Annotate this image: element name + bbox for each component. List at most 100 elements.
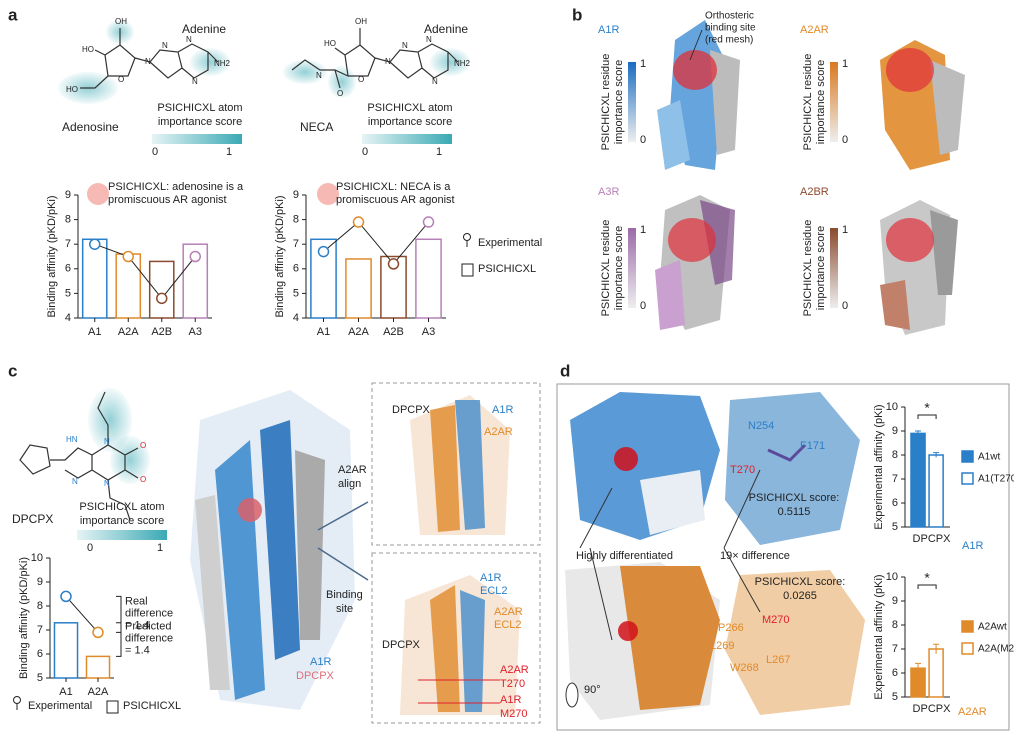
inset-label: ECL2 [494, 619, 522, 631]
legend-mark [106, 700, 119, 714]
legend-label: A2Awt [978, 622, 1007, 633]
residue-label: L267 [766, 654, 790, 666]
colorbar-tick: 1 [842, 58, 848, 70]
inset-label: A1R [500, 694, 521, 706]
experimental-point [156, 292, 168, 305]
score-value: 0.5115 [778, 506, 811, 518]
y-tick-label: 7 [65, 238, 71, 250]
bracket [116, 622, 122, 657]
colorbar-tick: 0 [87, 542, 93, 554]
colorbar [628, 62, 636, 142]
bar [85, 655, 111, 679]
arrow-label: A2AR [338, 464, 367, 476]
atom-label: O [140, 441, 146, 450]
y-tick-label: 8 [65, 214, 71, 226]
x-tick-label: A1 [88, 326, 101, 338]
residue-label: M270 [762, 614, 790, 626]
molecule-name: NECA [300, 120, 333, 134]
colorbar-tick: 1 [226, 146, 232, 158]
y-tick-label: 9 [892, 595, 898, 607]
atom-label: HO [324, 39, 336, 48]
annotation: = 1.4 [125, 619, 150, 631]
atom-label: NH2 [454, 59, 471, 68]
significance: * [924, 400, 930, 416]
atom-label: N [72, 477, 78, 486]
experimental-line [323, 221, 429, 265]
colorbar-label: importance score [613, 226, 625, 310]
colorbar-label: PSICHICXL residue [600, 54, 612, 151]
atom-label: O [140, 475, 146, 484]
y-tick-label: 6 [37, 648, 43, 660]
rotation-label: 90° [584, 684, 601, 696]
x-tick-label: A2B [151, 326, 172, 338]
colorbar-tick: 0 [842, 134, 848, 146]
inset-box [371, 382, 541, 546]
legend-mark [961, 472, 974, 485]
legend-mark [961, 450, 974, 463]
y-tick-label: 5 [293, 287, 299, 299]
colorbar-tick: 0 [640, 300, 646, 312]
residue-label: F171 [800, 440, 825, 452]
experimental-point [352, 216, 365, 228]
error-bar [933, 452, 940, 458]
annotation: = 1.4 [125, 645, 150, 657]
experimental-line [94, 243, 196, 300]
experimental-line [65, 596, 99, 633]
atom-label: O [118, 75, 124, 84]
colorbar-tick: 0 [640, 134, 646, 146]
legend-mark [961, 642, 974, 655]
colorbar-label: PSICHICXL residue [802, 220, 814, 317]
legend-label: A2A(M270T) [978, 644, 1014, 655]
residue-label: W268 [730, 662, 759, 674]
colorbar-label: importance score [815, 226, 827, 310]
inset-label: A2AR [500, 664, 529, 676]
atom-label: N [316, 71, 322, 80]
y-tick-label: 7 [892, 643, 898, 655]
y-tick-label: 8 [892, 619, 898, 631]
annotation: Predicted [125, 621, 171, 633]
colorbar-label: PSICHICXL atom [79, 501, 164, 513]
receptor-label: A1R [962, 540, 983, 552]
legend-label: PSICHICXL [478, 263, 536, 275]
y-tick-label: 6 [293, 263, 299, 275]
x-tick-label: A1 [317, 326, 330, 338]
legend-mark [461, 263, 474, 277]
error-bar [915, 662, 922, 673]
y-tick-label: 5 [65, 287, 71, 299]
significance-bracket [917, 584, 937, 589]
annotation: PSICHICXL: NECA is a [336, 181, 451, 193]
molecule-dpcpx: HN N N N O O [19, 388, 150, 521]
legend-label: A1wt [978, 452, 1000, 463]
x-tick-label: A2A [118, 326, 139, 338]
colorbar [77, 530, 167, 540]
inset-label: A2AR [484, 426, 513, 438]
bar [415, 238, 442, 319]
colorbar-tick: 0 [842, 300, 848, 312]
moiety-name: Adenine [182, 22, 226, 36]
annotation: PSICHICXL: adenosine is a [108, 181, 244, 193]
score-label: PSICHICXL score: [755, 576, 846, 588]
inset-label: T270 [500, 678, 525, 690]
colorbar-tick: 1 [640, 224, 646, 236]
error-bar [915, 430, 922, 436]
molecule-name: Adenosine [62, 120, 119, 134]
receptor-label: A3R [598, 186, 619, 198]
atom-label: OH [115, 17, 127, 26]
surface-structures [565, 392, 865, 720]
y-axis-label: Binding affinity (pKD/pKi) [46, 195, 58, 317]
inset-label: DPCPX [382, 639, 421, 651]
experimental-point [317, 245, 330, 258]
atom-label: N [162, 41, 168, 50]
structure-label: A1R [310, 656, 331, 668]
y-tick-label: 10 [886, 401, 898, 413]
colorbar [830, 62, 838, 142]
bar [345, 258, 372, 319]
ligand-icon [87, 183, 109, 205]
annotation: (red mesh) [705, 35, 753, 46]
score-label: PSICHICXL score: [749, 492, 840, 504]
arrow-label: align [338, 478, 361, 490]
panel-label: a [8, 5, 18, 24]
experimental-point [122, 250, 134, 263]
atom-label: OH [355, 17, 367, 26]
